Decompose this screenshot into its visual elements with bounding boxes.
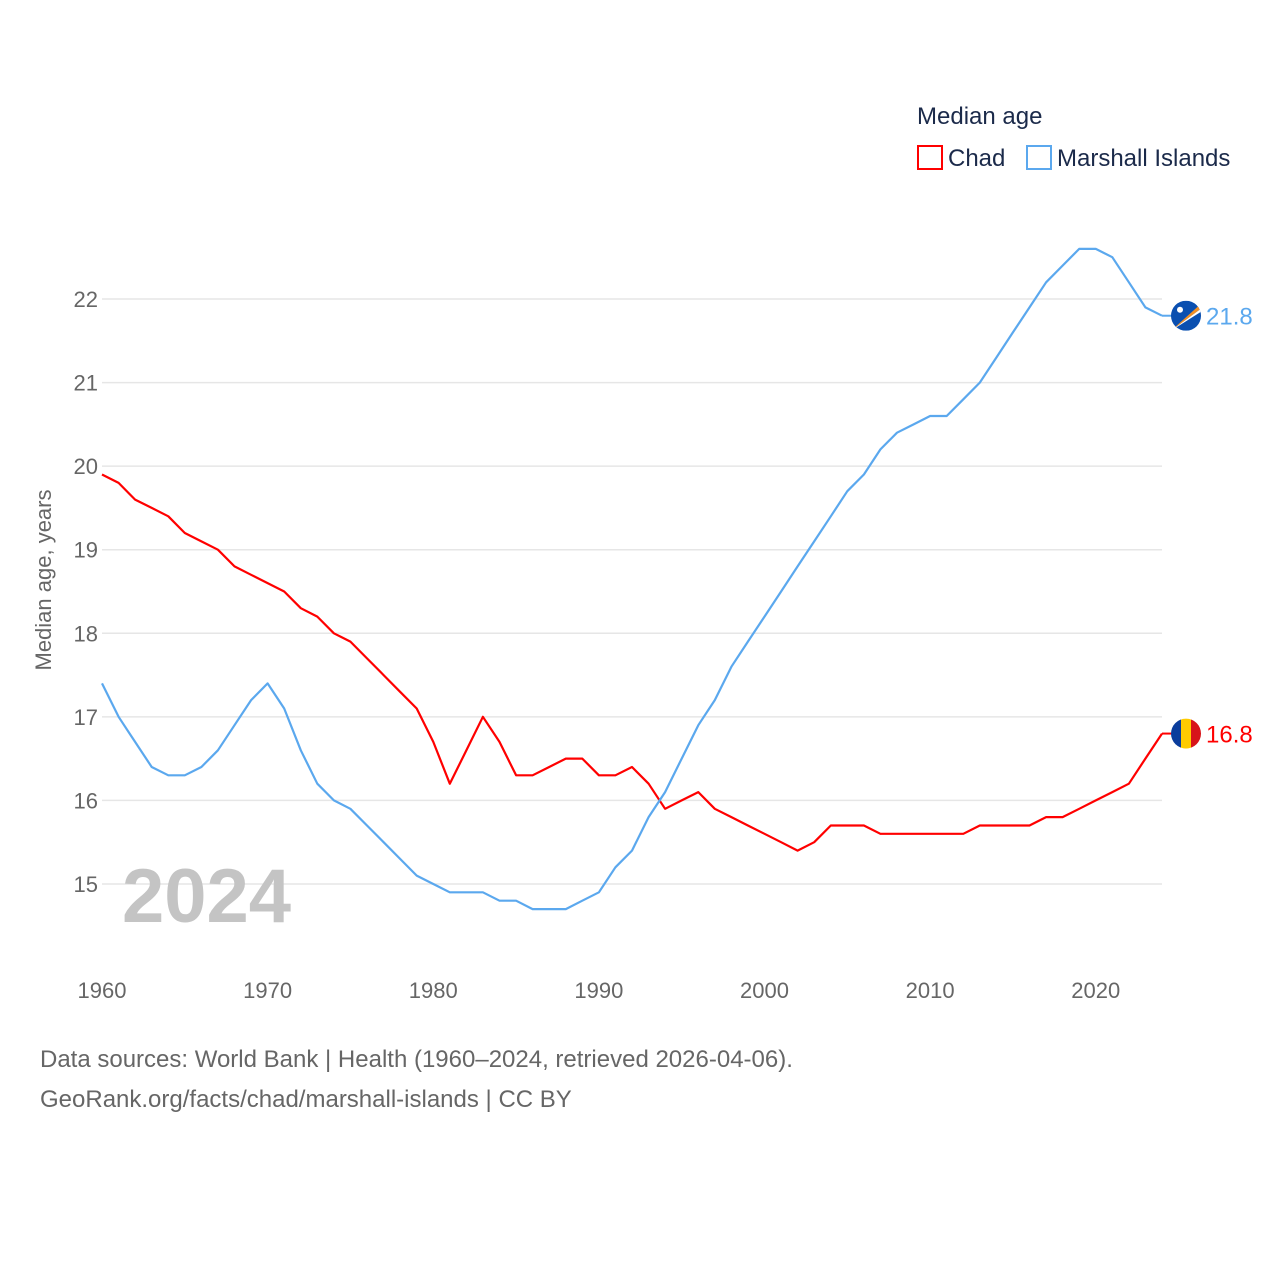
x-tick-label: 1970 xyxy=(243,978,292,1003)
legend-title: Median age xyxy=(917,103,1042,130)
y-tick-label: 16 xyxy=(74,788,98,813)
legend-swatch-marshall-islands xyxy=(1026,145,1052,170)
y-tick-label: 21 xyxy=(74,371,98,396)
chad-flag-icon xyxy=(1171,718,1201,749)
y-tick-label: 19 xyxy=(74,538,98,563)
y-axis-label: Median age, years xyxy=(31,490,56,671)
legend-item-marshall-islands[interactable]: Marshall Islands xyxy=(1026,145,1230,172)
legend-swatch-chad xyxy=(917,145,943,170)
attribution-link[interactable]: GeoRank.org/facts/chad/marshall-islands … xyxy=(40,1086,572,1113)
legend-label-chad: Chad xyxy=(948,145,1005,172)
year-watermark: 2024 xyxy=(122,854,291,939)
data-source-text: Data sources: World Bank | Health (1960–… xyxy=(40,1046,793,1073)
x-tick-label: 1960 xyxy=(78,978,127,1003)
end-value-label-chad: 16.8 xyxy=(1206,722,1253,749)
y-tick-label: 15 xyxy=(74,872,98,897)
x-tick-label: 2000 xyxy=(740,978,789,1003)
legend-label-marshall-islands: Marshall Islands xyxy=(1057,145,1230,172)
y-tick-label: 17 xyxy=(74,705,98,730)
marshall-islands-flag-icon xyxy=(1171,300,1201,331)
legend-item-chad[interactable]: Chad xyxy=(917,145,1005,172)
x-tick-label: 2010 xyxy=(906,978,955,1003)
y-tick-label: 20 xyxy=(74,454,98,479)
series-line-chad xyxy=(101,473,1163,852)
x-tick-label: 1980 xyxy=(409,978,458,1003)
x-tick-label: 2020 xyxy=(1071,978,1120,1003)
series-line-marshall-islands xyxy=(101,247,1163,911)
y-tick-label: 18 xyxy=(74,621,98,646)
end-value-label-marshall-islands: 21.8 xyxy=(1206,304,1253,331)
x-tick-label: 1990 xyxy=(574,978,623,1003)
y-tick-label: 22 xyxy=(74,287,98,312)
